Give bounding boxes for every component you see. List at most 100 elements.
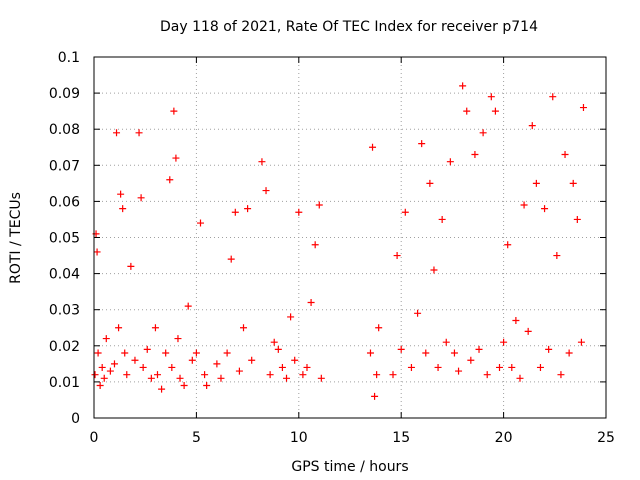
data-point xyxy=(180,382,188,390)
data-point xyxy=(192,349,200,357)
data-point xyxy=(131,356,139,364)
data-point xyxy=(283,374,291,382)
data-point xyxy=(117,190,125,198)
data-point xyxy=(491,107,499,115)
axis-ticks xyxy=(93,56,607,419)
data-point xyxy=(93,248,101,256)
data-point xyxy=(119,205,127,213)
data-point xyxy=(248,356,256,364)
data-point xyxy=(422,349,430,357)
data-point xyxy=(213,360,221,368)
data-point xyxy=(516,374,524,382)
data-point xyxy=(176,374,184,382)
data-point xyxy=(278,363,286,371)
data-point xyxy=(172,154,180,162)
data-point xyxy=(524,327,532,335)
data-point xyxy=(203,382,211,390)
data-point xyxy=(137,194,145,202)
data-point xyxy=(475,345,483,353)
x-tick-label: 25 xyxy=(597,430,615,446)
data-point xyxy=(115,324,123,332)
data-point xyxy=(459,82,467,90)
x-tick-label: 0 xyxy=(90,430,99,446)
data-point xyxy=(151,324,159,332)
data-point xyxy=(121,349,129,357)
data-point xyxy=(123,371,131,379)
data-point xyxy=(371,392,379,400)
data-point xyxy=(496,363,504,371)
data-point xyxy=(366,349,374,357)
data-point xyxy=(91,371,99,379)
data-point xyxy=(274,345,282,353)
data-point xyxy=(479,129,487,137)
data-point xyxy=(500,338,508,346)
data-point xyxy=(414,309,422,317)
data-point xyxy=(244,205,252,213)
data-point xyxy=(373,371,381,379)
data-point xyxy=(235,367,243,375)
data-point xyxy=(106,367,114,375)
data-point xyxy=(438,215,446,223)
data-point xyxy=(96,382,104,390)
data-point xyxy=(545,345,553,353)
data-point xyxy=(139,363,147,371)
data-point xyxy=(162,349,170,357)
data-point xyxy=(166,176,174,184)
y-axis-label: ROTI / TECUs xyxy=(8,192,24,284)
data-point xyxy=(291,356,299,364)
data-point xyxy=(418,140,426,148)
data-point xyxy=(110,360,118,368)
data-point xyxy=(389,371,397,379)
data-point xyxy=(113,129,121,137)
data-point xyxy=(401,208,409,216)
data-point xyxy=(487,93,495,101)
data-point xyxy=(483,371,491,379)
y-tick-label: 0.04 xyxy=(49,267,80,283)
data-point xyxy=(266,371,274,379)
data-points xyxy=(91,82,587,400)
data-point xyxy=(512,317,520,325)
data-point xyxy=(295,208,303,216)
data-point xyxy=(287,313,295,321)
y-tick-label: 0.08 xyxy=(49,122,80,138)
data-point xyxy=(369,143,377,151)
y-tick-label: 0.1 xyxy=(58,50,80,66)
y-tick-label: 0.05 xyxy=(49,231,80,247)
data-point xyxy=(311,241,319,249)
x-tick-labels: 0 5 10 15 20 25 xyxy=(90,430,615,446)
data-point xyxy=(565,349,573,357)
data-point xyxy=(442,338,450,346)
data-point xyxy=(217,374,225,382)
data-point xyxy=(231,208,239,216)
data-point xyxy=(135,129,143,137)
data-point xyxy=(553,252,561,260)
y-tick-label: 0.03 xyxy=(49,303,80,319)
y-tick-label: 0.01 xyxy=(49,375,80,391)
data-point xyxy=(434,363,442,371)
data-point xyxy=(450,349,458,357)
data-point xyxy=(299,371,307,379)
x-tick-label: 20 xyxy=(495,430,513,446)
data-point xyxy=(430,266,438,274)
data-point xyxy=(98,363,106,371)
data-point xyxy=(471,150,479,158)
x-axis-label: GPS time / hours xyxy=(291,459,408,475)
data-point xyxy=(307,298,315,306)
data-point xyxy=(532,179,540,187)
data-point xyxy=(188,356,196,364)
data-point xyxy=(315,201,323,209)
y-tick-label: 0.09 xyxy=(49,86,80,102)
data-point xyxy=(102,335,110,343)
data-point xyxy=(240,324,248,332)
data-point xyxy=(446,158,454,166)
data-point xyxy=(579,104,587,112)
data-point xyxy=(426,179,434,187)
data-point xyxy=(397,345,405,353)
y-tick-label: 0 xyxy=(71,411,80,427)
y-tick-labels: 0 0.01 0.02 0.03 0.04 0.05 0.06 0.07 0.08 0.09 0.1 xyxy=(49,50,80,427)
data-point xyxy=(147,374,155,382)
data-point xyxy=(504,241,512,249)
data-point xyxy=(270,338,278,346)
data-point xyxy=(127,262,135,270)
